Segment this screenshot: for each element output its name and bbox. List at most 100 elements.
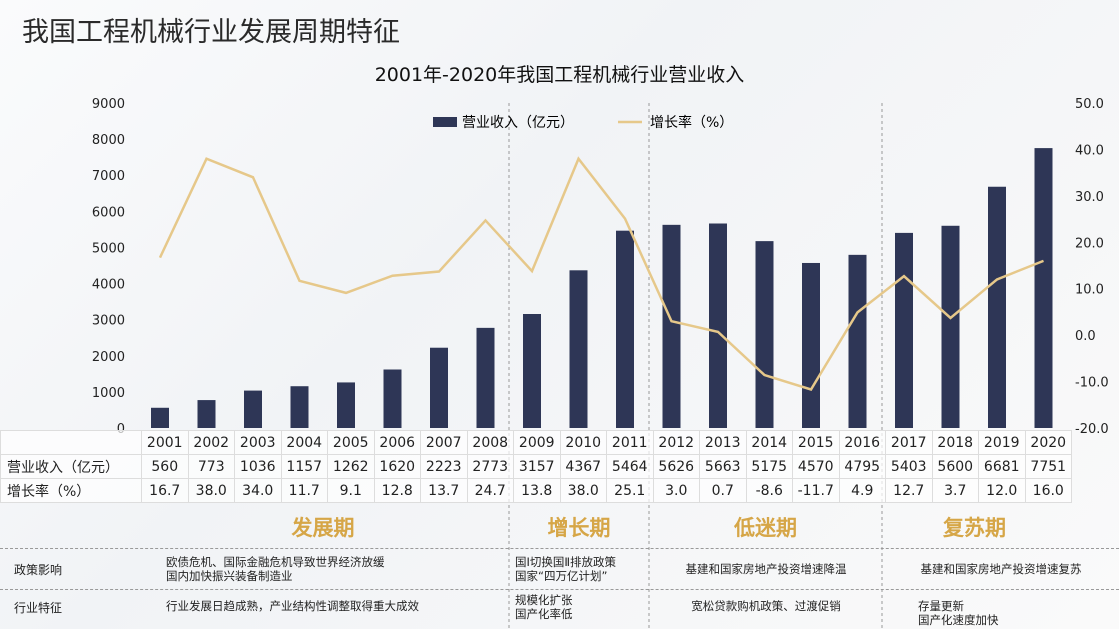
growth-line (158, 156, 1044, 391)
y-left-tick: 3000 (92, 314, 125, 329)
rate-cell: 12.0 (978, 478, 1026, 503)
revenue-cell: 560 (141, 454, 189, 479)
y-right-tick: -10.0 (1075, 376, 1109, 391)
feature-cell: 宽松贷款购机政策、过渡促销 (691, 599, 841, 613)
revenue-cell: 1036 (234, 454, 282, 479)
year-cell: 2008 (466, 430, 514, 455)
divider (0, 548, 1119, 549)
legend-label: 营业收入（亿元） (462, 115, 574, 131)
rate-cell: -8.6 (745, 478, 793, 503)
y-left-tick: 4000 (92, 278, 125, 293)
year-row: 2001 2002 2003 2004 2005 2006 2007 2008 2009 2010… (0, 430, 1072, 455)
rate-cell: 38.0 (559, 478, 607, 503)
revenue-cell: 6681 (978, 454, 1026, 479)
legend-bar-swatch (433, 117, 457, 127)
bar (941, 225, 960, 428)
y-left-tick: 0 (117, 422, 125, 437)
revenue-cell: 5626 (652, 454, 700, 479)
bar (197, 400, 216, 428)
bar (1034, 148, 1053, 428)
rate-cell: 9.1 (327, 478, 375, 503)
rate-cell: 38.0 (187, 478, 235, 503)
row-header-feature: 行业特征 (14, 601, 63, 615)
year-cell: 2018 (931, 430, 979, 455)
year-cell: 2002 (187, 430, 235, 455)
rate-row: 增长率（%） 16.7 38.0 34.0 11.7 9.1 12.8 13.7 24.7 13.… (0, 478, 1072, 503)
legend-label: 增长率（%） (650, 114, 733, 131)
revenue-cell: 2773 (466, 454, 514, 479)
revenue-row: 营业收入（亿元） 560 773 1036 1157 1262 1620 2223 2773 31… (0, 454, 1072, 479)
y-right-tick: 0.0 (1075, 329, 1096, 344)
rate-cell: 12.7 (885, 478, 933, 503)
y-left-tick: 8000 (92, 133, 125, 148)
year-cell: 2012 (652, 430, 700, 455)
policy-cell: 基建和国家房地产投资增速降温 (685, 562, 847, 576)
row-header-policy: 政策影响 (14, 563, 63, 577)
y-left-tick: 5000 (92, 241, 125, 256)
bar (848, 254, 867, 428)
bar (709, 223, 727, 428)
year-cell: 2015 (792, 430, 840, 455)
rate-cell: 13.7 (420, 478, 468, 503)
policy-cell: 欧债危机、国际金融危机导致世界经济放缓 国内加快振兴装备制造业 (166, 555, 385, 583)
rate-cell: 24.7 (466, 478, 514, 503)
year-cell: 2017 (885, 430, 933, 455)
bar (244, 390, 262, 428)
feature-cell: 存量更新 国产化速度加快 (918, 599, 999, 627)
year-cell: 2010 (559, 430, 607, 455)
bar (290, 386, 309, 428)
y-right-tick: 20.0 (1075, 236, 1104, 251)
year-cell: 2011 (606, 430, 654, 455)
year-cell: 2004 (280, 430, 328, 455)
bar (616, 230, 634, 428)
year-cell: 2005 (327, 430, 375, 455)
row-label: 增长率（%） (0, 478, 142, 503)
year-cell: 2003 (234, 430, 282, 455)
revenue-cell: 5600 (931, 454, 979, 479)
bar (755, 241, 774, 428)
y-right-tick: 30.0 (1075, 190, 1104, 205)
year-cell: 2014 (745, 430, 793, 455)
year-cell: 2020 (1024, 430, 1072, 455)
y-right-tick: 10.0 (1075, 283, 1104, 298)
rate-cell: 13.8 (513, 478, 561, 503)
bar (476, 327, 495, 428)
revenue-cell: 1262 (327, 454, 375, 479)
year-cell: 2019 (978, 430, 1026, 455)
bar (523, 313, 541, 428)
phase-label: 增长期 (547, 516, 611, 540)
rate-cell: 11.7 (280, 478, 328, 503)
revenue-cell: 4795 (838, 454, 886, 479)
rate-cell: 0.7 (699, 478, 747, 503)
year-cell: 2013 (699, 430, 747, 455)
revenue-cell: 1620 (373, 454, 421, 479)
revenue-cell: 773 (187, 454, 235, 479)
chart-title: 2001年-2020年我国工程机械行业营业收入 (374, 64, 745, 86)
year-cell: 2016 (838, 430, 886, 455)
blank-cell (0, 430, 142, 455)
rate-cell: 25.1 (606, 478, 654, 503)
bar (988, 186, 1006, 428)
y-left-tick: 1000 (92, 386, 125, 401)
rate-cell: 16.0 (1024, 478, 1072, 503)
revenue-cell: 7751 (1024, 454, 1072, 479)
y-right-tick: 50.0 (1075, 97, 1104, 112)
bar (662, 224, 681, 428)
y-right-tick: 40.0 (1075, 143, 1104, 158)
year-cell: 2001 (141, 430, 189, 455)
rate-cell: -11.7 (792, 478, 840, 503)
data-table: 2001 2002 2003 2004 2005 2006 2007 2008 2009 2010… (0, 430, 1072, 503)
rate-cell: 3.0 (652, 478, 700, 503)
year-cell: 2009 (513, 430, 561, 455)
page-title: 我国工程机械行业发展周期特征 (22, 17, 400, 48)
bar (383, 369, 402, 428)
bar (802, 262, 820, 428)
revenue-cell: 5175 (745, 454, 793, 479)
phase-label: 复苏期 (943, 516, 1006, 540)
year-cell: 2007 (420, 430, 468, 455)
bar (337, 382, 355, 428)
year-cell: 2006 (373, 430, 421, 455)
revenue-cell: 2223 (420, 454, 468, 479)
